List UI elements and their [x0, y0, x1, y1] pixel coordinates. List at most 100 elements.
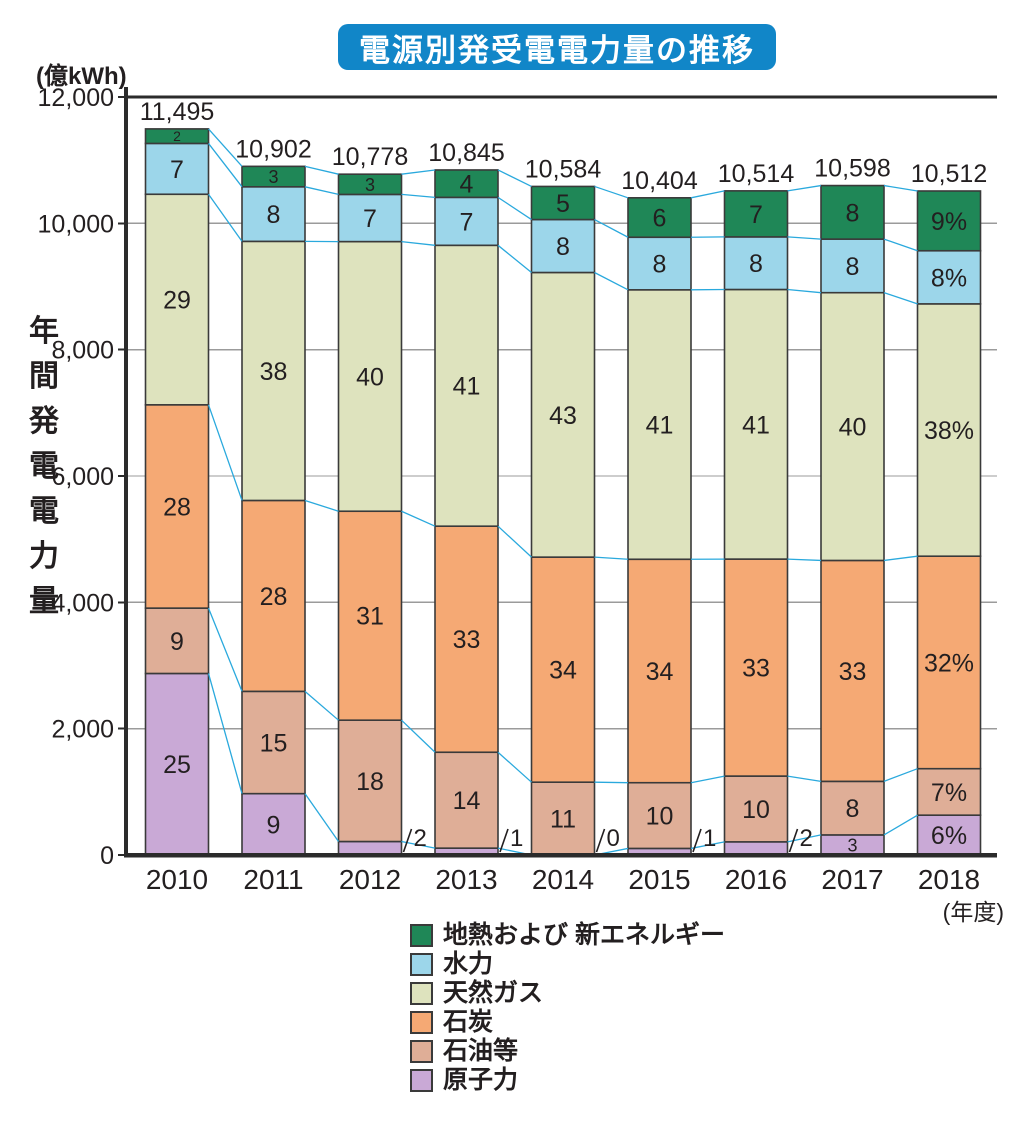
segment-label: 41 — [742, 411, 770, 439]
segment-label: 8 — [267, 201, 281, 229]
segment-label: 40 — [356, 363, 384, 391]
connector-line — [304, 186, 339, 196]
connector-line — [401, 240, 436, 246]
bar-segment-2012-2 — [337, 510, 403, 721]
segment-label: 6 — [653, 205, 667, 233]
connector-line — [787, 236, 822, 240]
connector-line — [304, 690, 339, 721]
segment-label: 38 — [260, 358, 288, 386]
bar-segment-2017-5 — [820, 184, 885, 240]
bars — [144, 128, 982, 856]
connector-line — [690, 190, 725, 199]
bar-segment-2014-4 — [530, 218, 596, 274]
callout-line — [595, 828, 606, 853]
labels: 25928297211,495201091528388310,902201121… — [38, 84, 1004, 925]
bar-segment-2012-4 — [337, 193, 403, 243]
connector-line — [401, 193, 436, 199]
callout-label: 0 — [607, 825, 620, 852]
bar-segment-2018-4 — [916, 249, 982, 305]
bar-segment-2014-2 — [530, 556, 596, 783]
connector-line — [497, 169, 532, 188]
bar-total-label: 10,584 — [525, 155, 602, 183]
callout-label: 1 — [510, 825, 523, 852]
legend-swatch — [410, 1011, 433, 1034]
connector-line — [497, 751, 532, 783]
connector-line — [883, 238, 918, 252]
bar-segment-2016-2 — [723, 558, 789, 777]
bar-segment-2011-2 — [241, 499, 306, 693]
legend-item-4: 石油等 — [410, 1039, 725, 1064]
callout-line — [692, 828, 702, 853]
y-axis-title: 年間発電電力量 — [22, 312, 66, 627]
segment-label: 10 — [646, 803, 674, 831]
connector-line — [594, 781, 629, 784]
bar-segment-2012-1 — [337, 719, 403, 843]
segment-label: 11 — [550, 806, 576, 834]
bar-segment-2017-3 — [820, 291, 885, 562]
segment-label: 34 — [646, 658, 674, 686]
y-axis-title-char: 電 — [29, 450, 59, 483]
segment-label: 3 — [268, 167, 278, 187]
year-label: 2013 — [435, 864, 497, 895]
segment-label: 28 — [163, 493, 191, 521]
legend-label: 水力 — [443, 950, 494, 978]
legend-label: 天然ガス — [443, 979, 544, 1007]
connector-line — [497, 244, 532, 274]
segment-label: 25 — [163, 751, 191, 779]
segment-label: 8 — [556, 233, 570, 261]
bar-segment-2015-3 — [627, 289, 692, 561]
segment-label: 3 — [847, 835, 857, 855]
bar-segment-2014-1 — [530, 781, 596, 856]
bar-segment-2018-5 — [916, 190, 982, 252]
segment-label: 8 — [846, 795, 860, 823]
segment-label: 4 — [460, 171, 474, 199]
connector-line — [883, 814, 918, 836]
year-label: 2015 — [628, 864, 690, 895]
connector-line — [207, 607, 243, 692]
connector-line — [883, 292, 918, 305]
bar-segment-2013-1 — [434, 751, 499, 849]
bar-segment-2013-5 — [434, 169, 499, 199]
bar-segment-2018-3 — [916, 303, 982, 557]
connector-line — [787, 288, 822, 294]
bar-segment-2010-5 — [144, 128, 210, 145]
bar-segment-2011-3 — [241, 240, 306, 502]
y-tick-label: 0 — [100, 842, 114, 870]
callout-label: 2 — [800, 825, 813, 852]
callout-line — [788, 828, 799, 853]
y-tick-label: 10,000 — [38, 210, 114, 238]
legend-swatch — [410, 1040, 433, 1063]
connector-line — [208, 128, 243, 167]
segment-label: 41 — [646, 412, 674, 440]
y-tick-label: 6,000 — [51, 463, 114, 491]
bar-segment-2016-5 — [723, 190, 789, 238]
segment-label: 43 — [549, 402, 577, 430]
connector-line — [594, 185, 629, 199]
connector-line — [401, 510, 436, 527]
segment-label: 9 — [267, 811, 281, 839]
segment-label: 7 — [170, 156, 184, 184]
segment-label: 7% — [931, 779, 967, 807]
segment-label: 2 — [173, 128, 181, 144]
y-tick-label: 2,000 — [51, 716, 114, 744]
connector-line — [883, 768, 918, 782]
segment-label: 28 — [260, 583, 288, 611]
bar-total-label: 10,845 — [428, 139, 504, 167]
y-axis-title-char: 量 — [29, 585, 59, 618]
segment-label: 8% — [931, 264, 967, 292]
connector-line — [594, 218, 629, 238]
segment-label: 6% — [931, 822, 967, 850]
bar-segment-2018-2 — [916, 555, 982, 770]
connector-lines — [207, 128, 918, 856]
bar-total-label: 10,512 — [911, 160, 987, 188]
y-tick-label: 12,000 — [38, 84, 114, 112]
segment-label: 40 — [839, 414, 867, 442]
segment-label: 15 — [260, 729, 288, 757]
connector-line — [787, 775, 822, 783]
legend-item-0: 地熱および 新エネルギー — [410, 923, 725, 948]
segment-label: 34 — [549, 657, 577, 685]
segment-label: 33 — [742, 655, 770, 683]
connector-line — [207, 673, 243, 794]
segment-label: 41 — [453, 373, 481, 401]
